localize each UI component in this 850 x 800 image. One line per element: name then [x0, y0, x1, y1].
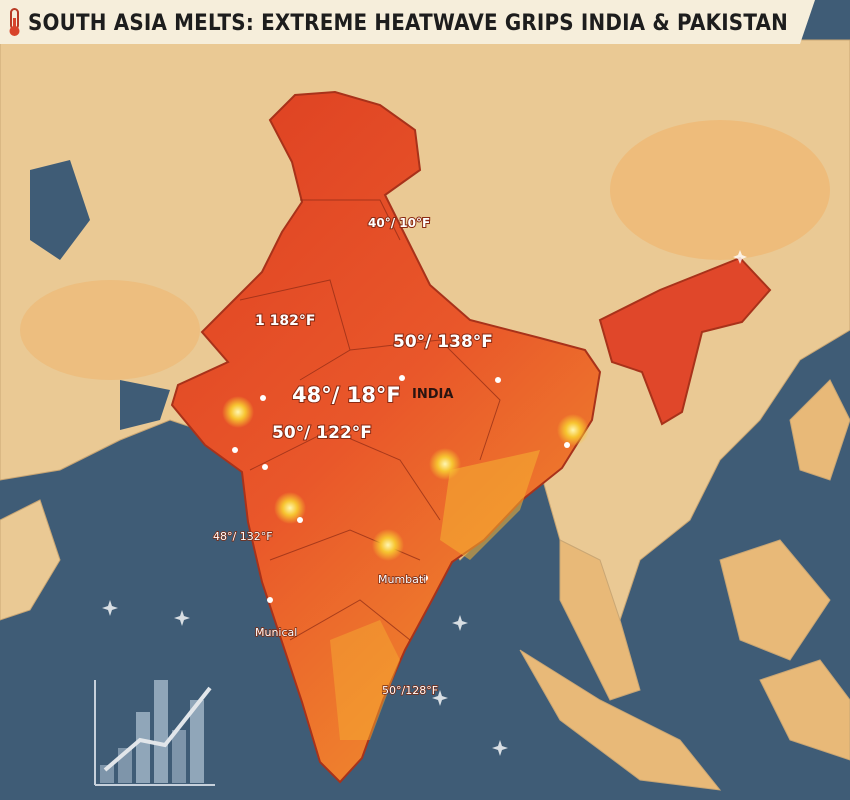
temp-label: 1 182°F	[255, 313, 315, 329]
temp-label: 50°/ 122°F	[272, 423, 372, 443]
india-region	[170, 90, 602, 784]
temp-label: 40°/ 10°F	[368, 216, 430, 230]
title-bar	[0, 0, 815, 44]
sparkles	[102, 250, 747, 756]
sea	[30, 160, 90, 260]
land	[559, 539, 641, 701]
land	[719, 539, 831, 661]
india-region	[598, 256, 772, 426]
country-label: INDIA	[412, 387, 453, 402]
sea	[120, 380, 170, 430]
terrain	[610, 120, 830, 260]
thermometer-icon	[9, 8, 20, 36]
heat-patch	[330, 620, 400, 740]
temp-label: 48°/ 132°F	[213, 530, 273, 543]
land	[519, 649, 722, 791]
terrain	[20, 280, 200, 380]
temp-label: 50°/128°F	[382, 684, 438, 697]
city-label: Munical	[255, 626, 297, 639]
land	[789, 379, 850, 481]
heat-patch	[440, 450, 540, 560]
temp-label: 50°/ 138°F	[393, 332, 493, 352]
land	[759, 659, 850, 761]
heat-markers	[222, 396, 589, 561]
city-label: Mumbati	[378, 573, 426, 586]
land	[0, 499, 61, 621]
city-dots	[232, 375, 570, 603]
chart-icon	[94, 680, 215, 786]
temp-label: 48°/ 18°F	[292, 383, 401, 407]
page-title: SOUTH ASIA MELTS: EXTREME HEATWAVE GRIPS…	[28, 11, 788, 36]
